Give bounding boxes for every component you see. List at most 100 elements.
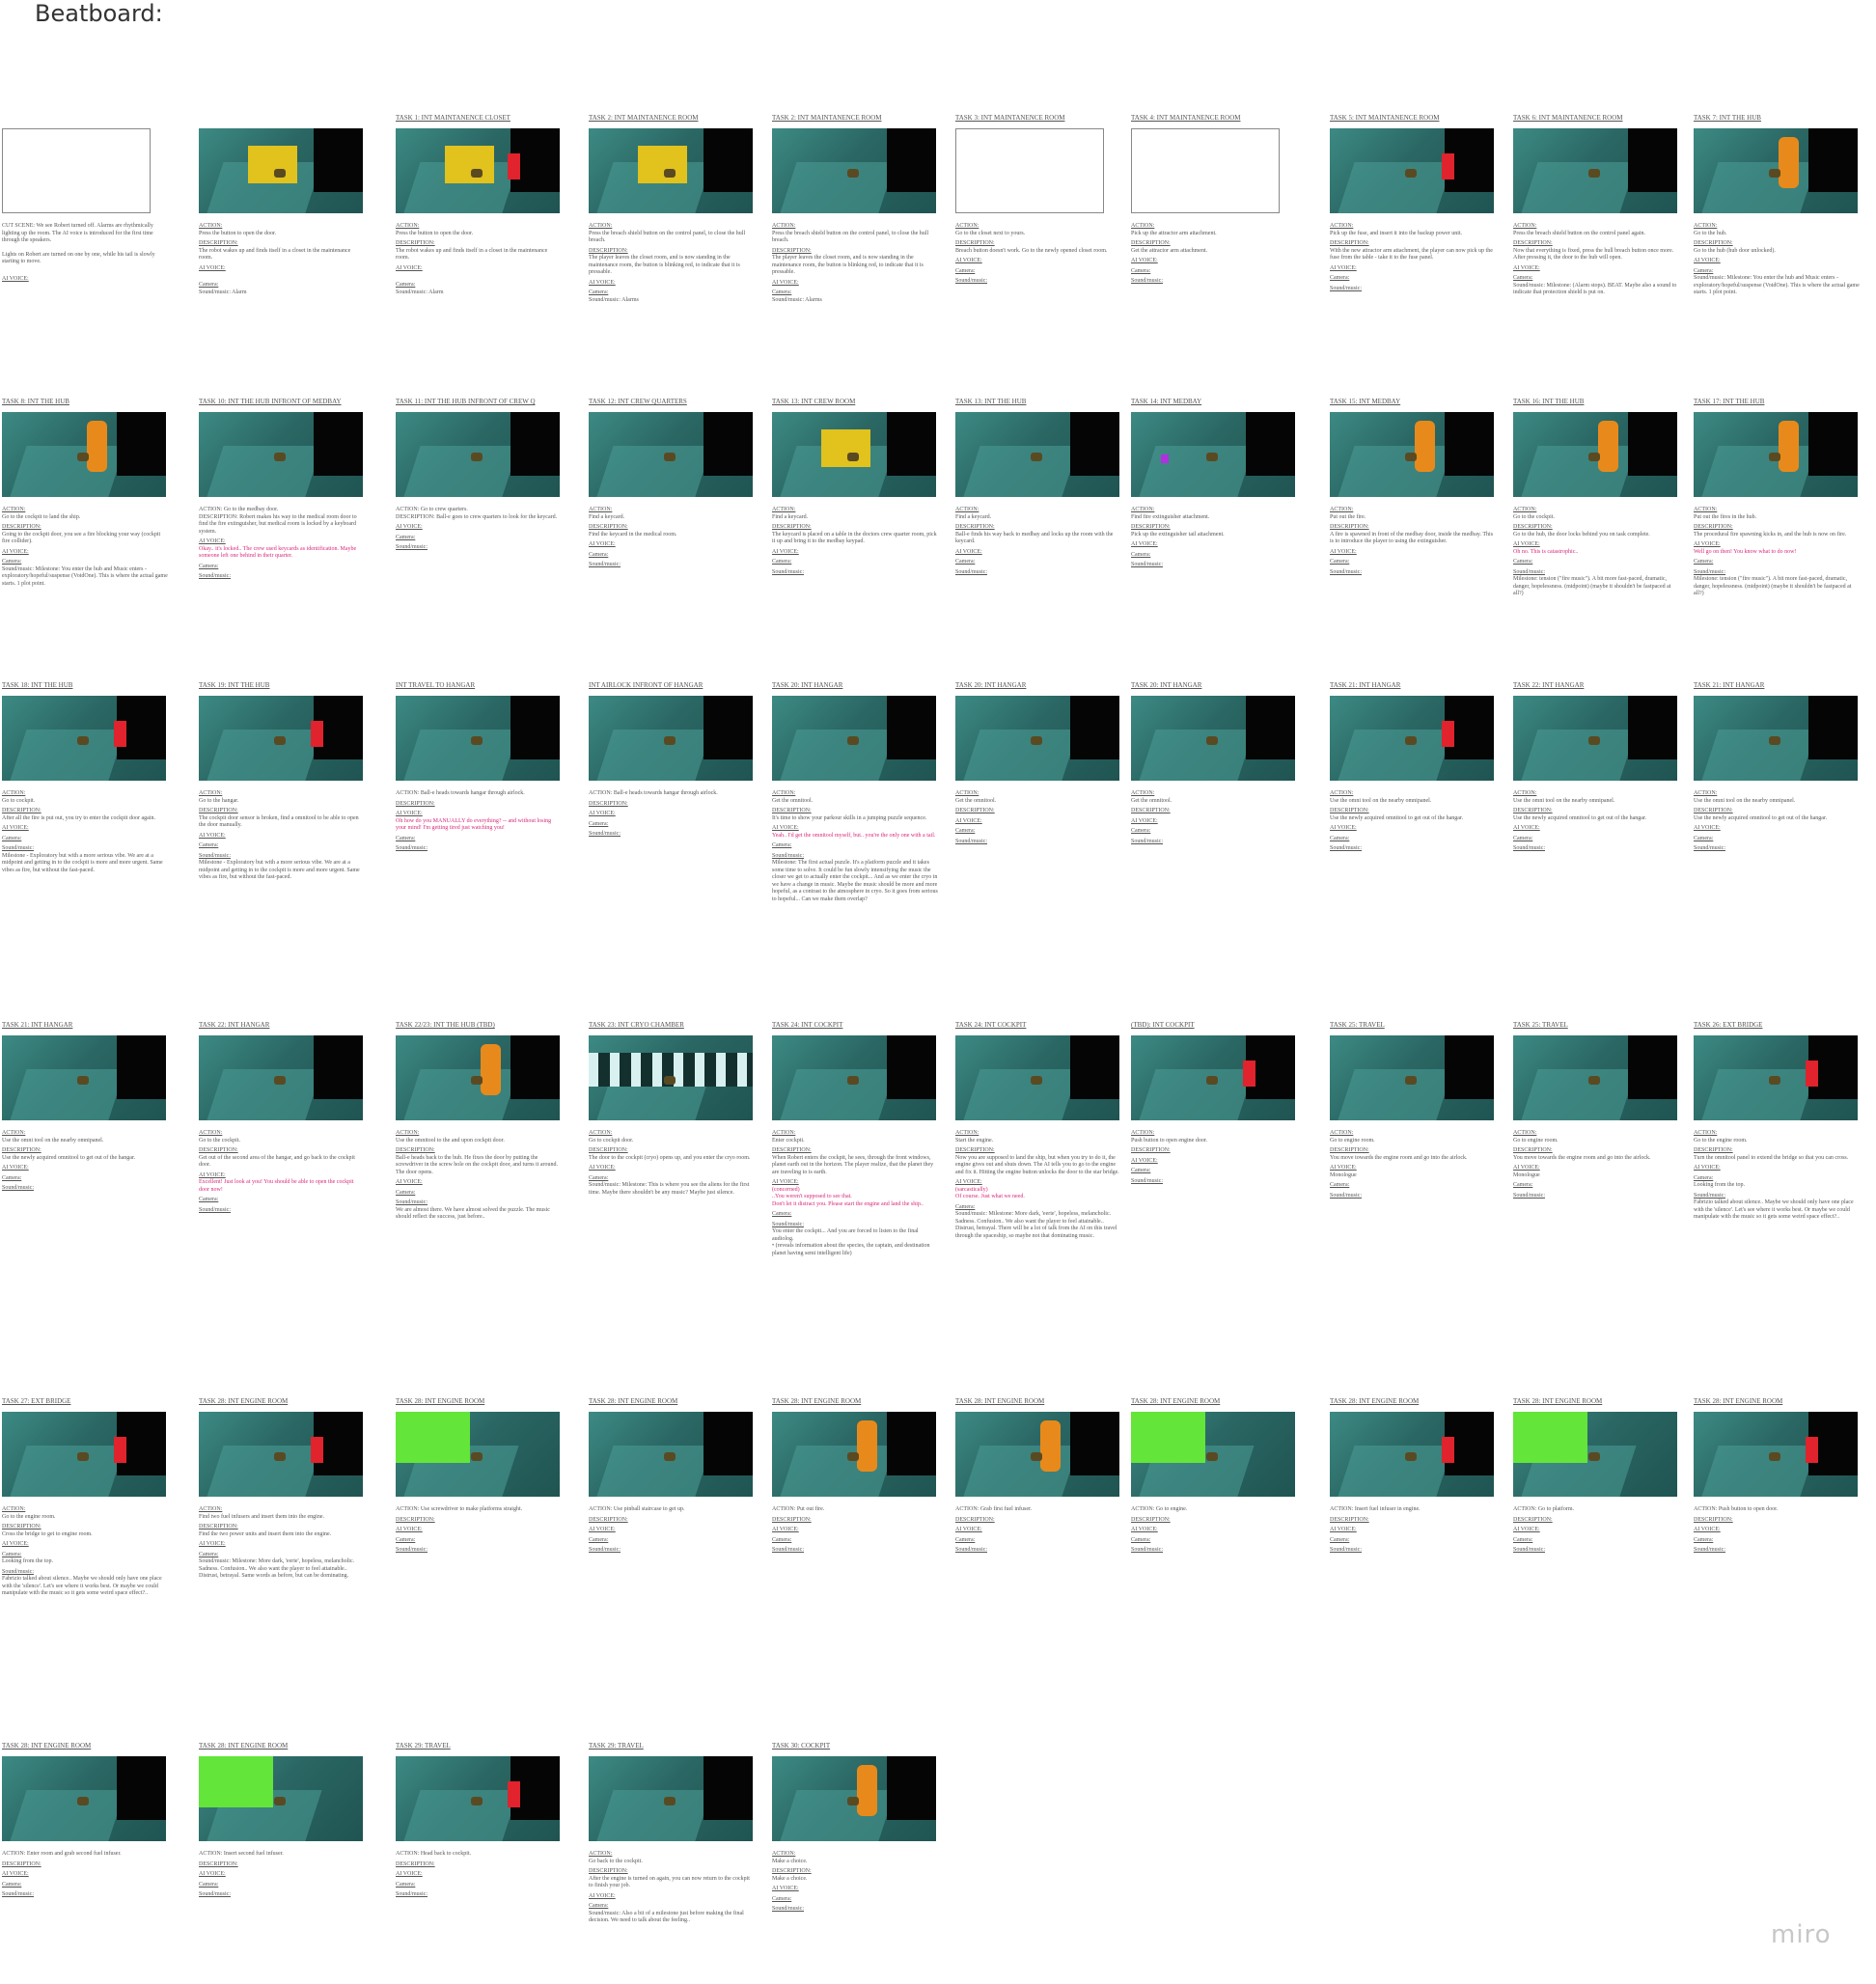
storyboard-frame[interactable] [1131, 1035, 1295, 1120]
storyboard-frame[interactable] [1694, 128, 1858, 213]
beat-card[interactable]: TASK 20: INT HANGAR ACTION: Get the omnito… [1131, 681, 1297, 845]
storyboard-frame[interactable] [772, 1412, 936, 1497]
beat-card[interactable]: TASK 28: INT ENGINE ROOM ACTION: Go to pl… [1513, 1397, 1679, 1555]
storyboard-frame[interactable] [1513, 412, 1677, 497]
beat-card[interactable]: TASK 4: INT MAINTANENCE ROOM ACTION: Pick … [1131, 114, 1297, 286]
storyboard-frame[interactable] [589, 128, 753, 213]
storyboard-frame[interactable] [589, 1412, 753, 1497]
beat-card[interactable]: TASK 28: INT ENGINE ROOM ACTION: Put out … [772, 1397, 938, 1555]
beat-card[interactable]: TASK 17: INT THE HUB ACTION: Put out the f… [1694, 398, 1860, 598]
storyboard-frame[interactable] [772, 696, 936, 781]
beat-card[interactable]: TASK 11: INT THE HUB INFRONT OF CREW Q AC… [396, 398, 562, 552]
storyboard-frame[interactable] [1694, 412, 1858, 497]
storyboard-frame[interactable] [199, 1035, 363, 1120]
beat-card[interactable]: TASK 28: INT ENGINE ROOM ACTION: Use scre… [396, 1397, 562, 1555]
storyboard-frame[interactable] [1330, 1035, 1494, 1120]
beat-card[interactable]: TASK 12: INT CREW QUARTERS ACTION: Find a … [589, 398, 755, 569]
beat-card[interactable]: TASK 21: INT HANGAR ACTION: Use the omni t… [1330, 681, 1496, 853]
storyboard-frame[interactable] [955, 696, 1119, 781]
beat-card[interactable]: (TBD): INT COCKPIT ACTION: Push button to … [1131, 1021, 1297, 1185]
storyboard-frame[interactable] [1694, 696, 1858, 781]
beat-card[interactable]: TASK 18: INT THE HUB ACTION: Go to cockpit… [2, 681, 168, 874]
beat-card[interactable]: TASK 10: INT THE HUB INFRONT OF MEDBAY AC… [199, 398, 365, 581]
beat-card[interactable]: TASK 28: INT ENGINE ROOM ACTION: Grab fir… [955, 1397, 1121, 1555]
storyboard-frame[interactable] [1513, 1412, 1677, 1497]
beat-card[interactable]: TASK 8: INT THE HUB ACTION: Go to the cock… [2, 398, 168, 588]
storyboard-frame[interactable] [1330, 1412, 1494, 1497]
storyboard-frame[interactable] [955, 412, 1119, 497]
beat-card[interactable]: TASK 20: INT HANGAR ACTION: Get the omnito… [772, 681, 938, 903]
beat-card[interactable]: CUT SCENE: We see Robert turned off. Ala… [2, 114, 168, 283]
beat-card[interactable]: TASK 21: INT HANGAR ACTION: Use the omni t… [2, 1021, 168, 1193]
storyboard-frame[interactable] [772, 412, 936, 497]
storyboard-frame[interactable] [589, 1035, 753, 1120]
beat-card[interactable]: TASK 13: INT THE HUB ACTION: Find a keycar… [955, 398, 1121, 576]
storyboard-frame[interactable] [396, 1756, 560, 1841]
storyboard-frame[interactable] [1513, 128, 1677, 213]
storyboard-frame[interactable] [589, 696, 753, 781]
beat-card[interactable]: TASK 5: INT MAINTANENCE ROOM ACTION: Pick … [1330, 114, 1496, 292]
beat-card[interactable]: TASK 2: INT MAINTANENCE ROOM ACTION: Press… [589, 114, 755, 304]
storyboard-frame[interactable] [2, 412, 166, 497]
storyboard-frame[interactable] [1131, 696, 1295, 781]
beat-card[interactable]: TASK 28: INT ENGINE ROOM ACTION: Enter ro… [2, 1742, 168, 1899]
beat-card[interactable]: TASK 22/23: INT THE HUB (TBD) ACTION: Use … [396, 1021, 562, 1222]
storyboard-frame[interactable] [1131, 128, 1280, 213]
beat-card[interactable]: TASK 6: INT MAINTANENCE ROOM ACTION: Press… [1513, 114, 1679, 297]
beat-card[interactable]: TASK 27: EXT BRIDGE ACTION: Go to the engi… [2, 1397, 168, 1598]
beat-card[interactable]: TASK 21: INT HANGAR ACTION: Use the omni t… [1694, 681, 1860, 853]
beat-card[interactable]: INT TRAVEL TO HANGAR ACTION: Ball-e heads… [396, 681, 562, 853]
beat-card[interactable]: TASK 28: INT ENGINE ROOM ACTION: Find two … [199, 1397, 365, 1581]
beat-card[interactable]: TASK 22: INT HANGAR ACTION: Go to the cock… [199, 1021, 365, 1214]
storyboard-frame[interactable] [199, 696, 363, 781]
storyboard-frame[interactable] [772, 1035, 936, 1120]
beat-card[interactable]: TASK 22: INT HANGAR ACTION: Use the omni t… [1513, 681, 1679, 853]
beat-card[interactable]: TASK 13: INT CREW ROOM ACTION: Find a keyc… [772, 398, 938, 576]
beat-card[interactable]: TASK 28: INT ENGINE ROOM ACTION: Go to en… [1131, 1397, 1297, 1555]
storyboard-frame[interactable] [772, 1756, 936, 1841]
beat-card[interactable]: TASK 19: INT THE HUB ACTION: Go to the han… [199, 681, 365, 882]
storyboard-frame[interactable] [199, 1756, 363, 1841]
beat-card[interactable]: TASK 25: TRAVEL ACTION: Go to engine room.… [1330, 1021, 1496, 1199]
beat-card[interactable]: INT AIRLOCK INFRONT OF HANGAR ACTION: Bal… [589, 681, 755, 839]
storyboard-frame[interactable] [396, 1035, 560, 1120]
storyboard-frame[interactable] [955, 1412, 1119, 1497]
storyboard-frame[interactable] [1513, 1035, 1677, 1120]
storyboard-frame[interactable] [2, 1756, 166, 1841]
beat-card[interactable]: TASK 3: INT MAINTANENCE ROOM ACTION: Go to… [955, 114, 1121, 286]
storyboard-frame[interactable] [772, 128, 936, 213]
storyboard-frame[interactable] [1330, 412, 1494, 497]
beat-card[interactable]: TASK 28: INT ENGINE ROOM ACTION: Insert s… [199, 1742, 365, 1899]
beat-card[interactable]: TASK 28: INT ENGINE ROOM ACTION: Insert f… [1330, 1397, 1496, 1555]
beat-card[interactable]: TASK 14: INT MEDBAY ACTION: Find fire exti… [1131, 398, 1297, 569]
storyboard-frame[interactable] [1694, 1412, 1858, 1497]
storyboard-frame[interactable] [1694, 1035, 1858, 1120]
beat-card[interactable]: TASK 26: EXT BRIDGE ACTION: Go to the engi… [1694, 1021, 1860, 1222]
beat-card[interactable]: TASK 24: INT COCKPIT ACTION: Start the eng… [955, 1021, 1121, 1240]
storyboard-frame[interactable] [199, 412, 363, 497]
storyboard-frame[interactable] [2, 696, 166, 781]
storyboard-frame[interactable] [1513, 696, 1677, 781]
storyboard-frame[interactable] [396, 412, 560, 497]
storyboard-frame[interactable] [199, 128, 363, 213]
beat-card[interactable]: TASK 1: INT MAINTANENCE CLOSET ACTION: Pre… [396, 114, 562, 296]
storyboard-frame[interactable] [2, 1412, 166, 1497]
storyboard-frame[interactable] [1330, 128, 1494, 213]
storyboard-frame[interactable] [1330, 696, 1494, 781]
storyboard-frame[interactable] [2, 1035, 166, 1120]
storyboard-frame[interactable] [1131, 1412, 1295, 1497]
storyboard-frame[interactable] [589, 412, 753, 497]
beat-card[interactable]: TASK 16: INT THE HUB ACTION: Go to the coc… [1513, 398, 1679, 598]
storyboard-frame[interactable] [396, 128, 560, 213]
storyboard-frame[interactable] [2, 128, 151, 213]
beat-card[interactable]: ACTION: Press the button to open the door… [199, 114, 365, 296]
beat-card[interactable]: TASK 24: INT COCKPIT ACTION: Enter cockpit… [772, 1021, 938, 1257]
storyboard-frame[interactable] [955, 1035, 1119, 1120]
beat-card[interactable]: TASK 2: INT MAINTANENCE ROOM ACTION: Press… [772, 114, 938, 304]
storyboard-frame[interactable] [1131, 412, 1295, 497]
beat-card[interactable]: TASK 30: COCKPIT ACTION: Make a choice. DES… [772, 1742, 938, 1914]
beat-card[interactable]: TASK 20: INT HANGAR ACTION: Get the omnito… [955, 681, 1121, 845]
beat-card[interactable]: TASK 7: INT THE HUB ACTION: Go to the hub.… [1694, 114, 1860, 297]
beat-card[interactable]: TASK 28: INT ENGINE ROOM ACTION: Use pinb… [589, 1397, 755, 1555]
